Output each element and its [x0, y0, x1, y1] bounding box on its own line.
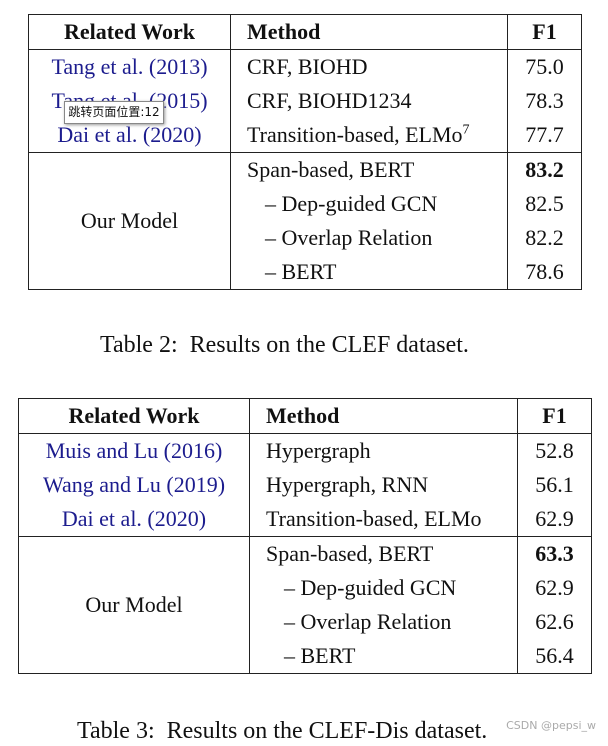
method: – Overlap Relation	[249, 605, 518, 639]
method: CRF, BIOHD1234	[230, 84, 508, 118]
f1: 56.4	[517, 639, 592, 674]
method: Transition-based, ELMo	[247, 122, 463, 147]
caption: Table 3: Results on the CLEF-Dis dataset…	[77, 718, 488, 744]
f1: 82.2	[507, 221, 582, 255]
header: Related Work	[28, 14, 231, 50]
method: – BERT	[249, 639, 518, 674]
model-label: Our Model	[28, 152, 231, 290]
citation[interactable]: Tang et al. (2013)	[28, 49, 231, 84]
f1: 56.1	[517, 468, 592, 502]
f1: 75.0	[507, 49, 582, 84]
f1: 62.9	[517, 571, 592, 605]
header: F1	[517, 398, 592, 434]
tooltip: 跳转页面位置:12	[64, 101, 164, 124]
method: – Dep-guided GCN	[249, 571, 518, 605]
citation[interactable]: Wang and Lu (2019)	[18, 468, 250, 502]
caption: Table 2: Results on the CLEF dataset.	[100, 332, 469, 358]
method: Hypergraph, RNN	[249, 468, 518, 502]
method: – BERT	[230, 255, 508, 290]
header: F1	[507, 14, 582, 50]
method: Transition-based, ELMo	[249, 502, 518, 537]
f1: 78.3	[507, 84, 582, 118]
f1: 63.3	[517, 536, 592, 571]
f1: 83.2	[507, 152, 582, 187]
method: CRF, BIOHD	[230, 49, 508, 84]
footnote-mark: 7	[462, 122, 470, 138]
method: Hypergraph	[249, 433, 518, 468]
f1: 82.5	[507, 187, 582, 221]
header: Related Work	[18, 398, 250, 434]
f1: 78.6	[507, 255, 582, 290]
method: – Dep-guided GCN	[230, 187, 508, 221]
f1: 62.6	[517, 605, 592, 639]
f1: 52.8	[517, 433, 592, 468]
model-label: Our Model	[18, 536, 250, 674]
method: Span-based, BERT	[249, 536, 518, 571]
citation[interactable]: Muis and Lu (2016)	[18, 433, 250, 468]
header: Method	[249, 398, 518, 434]
method-cell: Transition-based, ELMo7	[230, 118, 508, 153]
citation[interactable]: Dai et al. (2020)	[18, 502, 250, 537]
watermark: CSDN @pepsi_w	[506, 719, 596, 732]
f1: 62.9	[517, 502, 592, 537]
header: Method	[230, 14, 508, 50]
results-table: Related Work Method F1 Tang et al. (2013) C…	[28, 14, 582, 290]
f1: 77.7	[507, 118, 582, 153]
results-table: Related Work Method F1 Muis and Lu (2016) H…	[18, 398, 592, 674]
method: – Overlap Relation	[230, 221, 508, 255]
method: Span-based, BERT	[230, 152, 508, 187]
